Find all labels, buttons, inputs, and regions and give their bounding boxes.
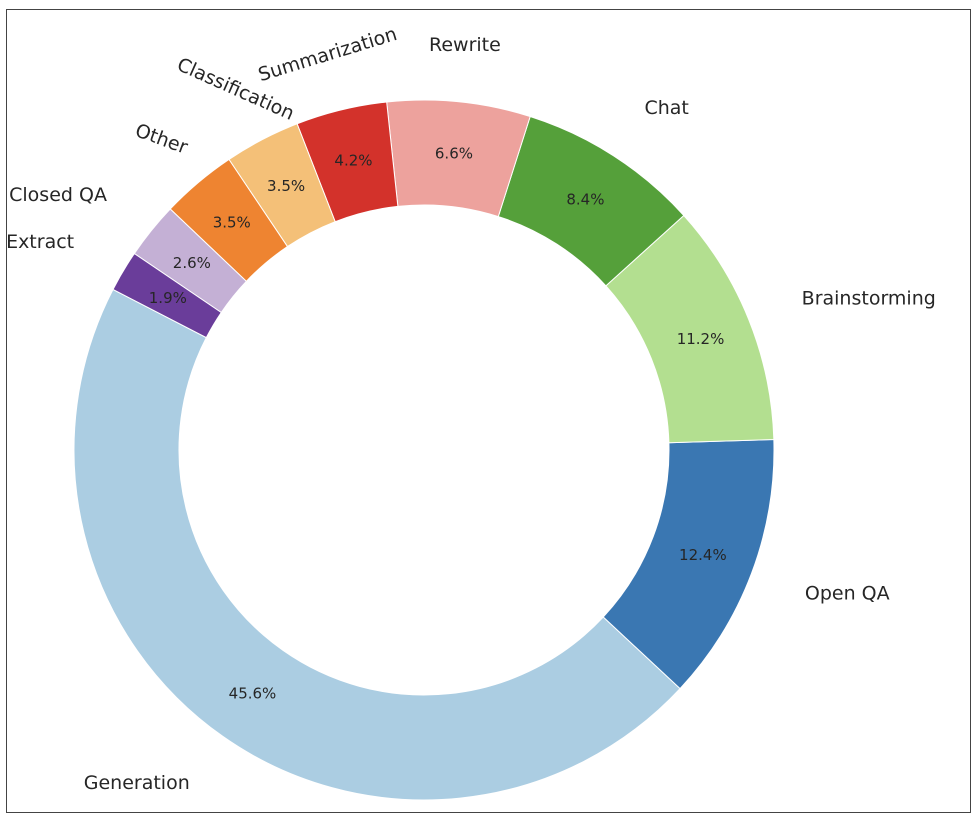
category-label-generation: Generation bbox=[84, 772, 190, 794]
pct-label-classification: 3.5% bbox=[267, 177, 305, 195]
category-label-other: Other bbox=[132, 119, 190, 158]
pct-label-open-qa: 12.4% bbox=[679, 546, 727, 564]
category-label-closed-qa: Closed QA bbox=[9, 184, 107, 206]
pct-label-generation: 45.6% bbox=[229, 685, 277, 703]
category-label-brainstorming: Brainstorming bbox=[802, 287, 936, 309]
category-label-chat: Chat bbox=[644, 97, 688, 119]
slice-generation bbox=[73, 288, 681, 801]
pct-label-closed-qa: 2.6% bbox=[173, 254, 211, 272]
category-label-open-qa: Open QA bbox=[805, 582, 890, 604]
pct-label-chat: 8.4% bbox=[566, 190, 604, 208]
pct-label-other: 3.5% bbox=[213, 213, 251, 231]
slice-extract bbox=[112, 252, 222, 339]
pct-label-summarization: 4.2% bbox=[334, 151, 372, 169]
pct-label-brainstorming: 11.2% bbox=[677, 330, 725, 348]
slices-group bbox=[73, 99, 775, 801]
category-label-summarization: Summarization bbox=[256, 23, 400, 86]
pct-label-rewrite: 6.6% bbox=[435, 145, 473, 163]
category-label-extract: Extract bbox=[6, 231, 74, 253]
pct-label-extract: 1.9% bbox=[149, 289, 187, 307]
percent-labels-group: 45.6% 12.4% 11.2% 8.4% 6.6% 4.2% 3.5% 3.5% 2.6% 1… bbox=[149, 145, 727, 703]
category-label-rewrite: Rewrite bbox=[429, 34, 501, 56]
